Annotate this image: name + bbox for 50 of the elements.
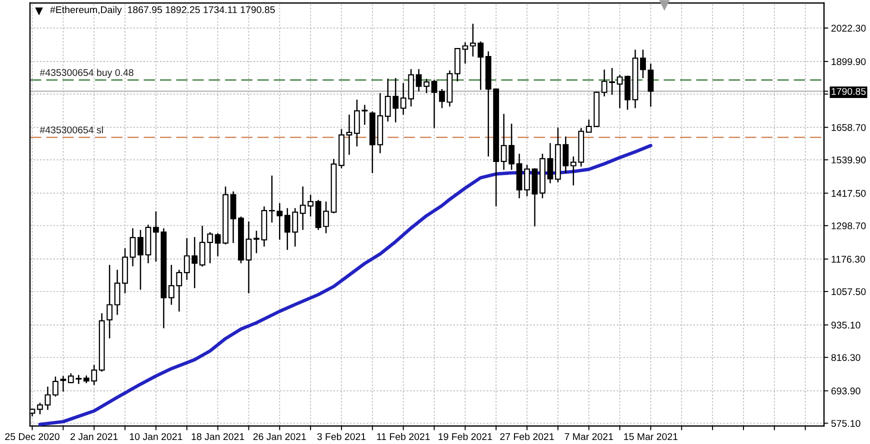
candlestick (37, 402, 43, 415)
candlestick (616, 74, 623, 109)
candlestick (106, 264, 113, 339)
x-tick-label: 7 Mar 2021 (564, 433, 613, 440)
x-tick-label: 15 Mar 2021 (624, 433, 678, 440)
candlestick (114, 269, 120, 316)
x-tick-label: 10 Jan 2021 (130, 433, 182, 440)
ref-line-label: #435300654 buy 0.48 (40, 68, 134, 78)
y-tick-label: 693.90 (831, 388, 860, 394)
x-tick-label: 18 Jan 2021 (192, 433, 244, 440)
line-series (38, 144, 652, 426)
candlestick (323, 200, 329, 234)
ref-line-label: #435300654 sl (40, 126, 103, 134)
y-tick-label: 575.10 (831, 420, 860, 427)
candlestick (346, 114, 352, 156)
candlestick (246, 220, 252, 294)
candlestick (524, 164, 530, 197)
y-tick-label: 1899.90 (832, 58, 866, 66)
candlestick (44, 386, 51, 411)
x-tick-label: 25 Dec 2020 (5, 433, 60, 440)
y-tick-label: 1417.50 (832, 190, 866, 197)
candlestick (138, 229, 144, 290)
y-tick-label: 1539.90 (832, 156, 866, 164)
y-tick-label: 1176.30 (832, 256, 865, 263)
x-tick-label: 19 Feb 2021 (438, 432, 492, 440)
chart-title: #Ethereum,Daily 1867.95 1892.25 1734.11 1790.85 (50, 6, 275, 16)
candlestick (52, 376, 58, 398)
candlestick (416, 68, 422, 92)
x-tick-label: 3 Feb 2021 (317, 432, 366, 440)
candlestick (624, 75, 630, 110)
candlestick (648, 62, 654, 108)
y-tick-label: 1057.50 (832, 288, 866, 296)
y-tick-label: 1790.85 (832, 88, 866, 95)
candlestick (130, 228, 136, 267)
candlestick (60, 375, 66, 392)
x-tick-label: 26 Jan 2021 (253, 433, 306, 440)
candlestick (547, 142, 554, 184)
candlestick (214, 232, 221, 258)
y-tick-label: 1658.70 (832, 124, 866, 131)
y-tick-label: 2022.30 (831, 24, 866, 32)
candlestick (439, 88, 445, 109)
y-tick-label: 816.30 (831, 354, 860, 361)
x-tick-label: 27 Feb 2021 (500, 432, 554, 440)
candlestick (424, 78, 430, 94)
x-tick-label: 2 Jan 2021 (70, 433, 118, 440)
y-tick-label: 935.10 (831, 322, 860, 329)
y-tick-label: 1298.70 (832, 222, 866, 230)
candlestick (640, 49, 646, 79)
candlestick (431, 79, 438, 129)
x-tick-label: 11 Feb 2021 (377, 432, 430, 440)
